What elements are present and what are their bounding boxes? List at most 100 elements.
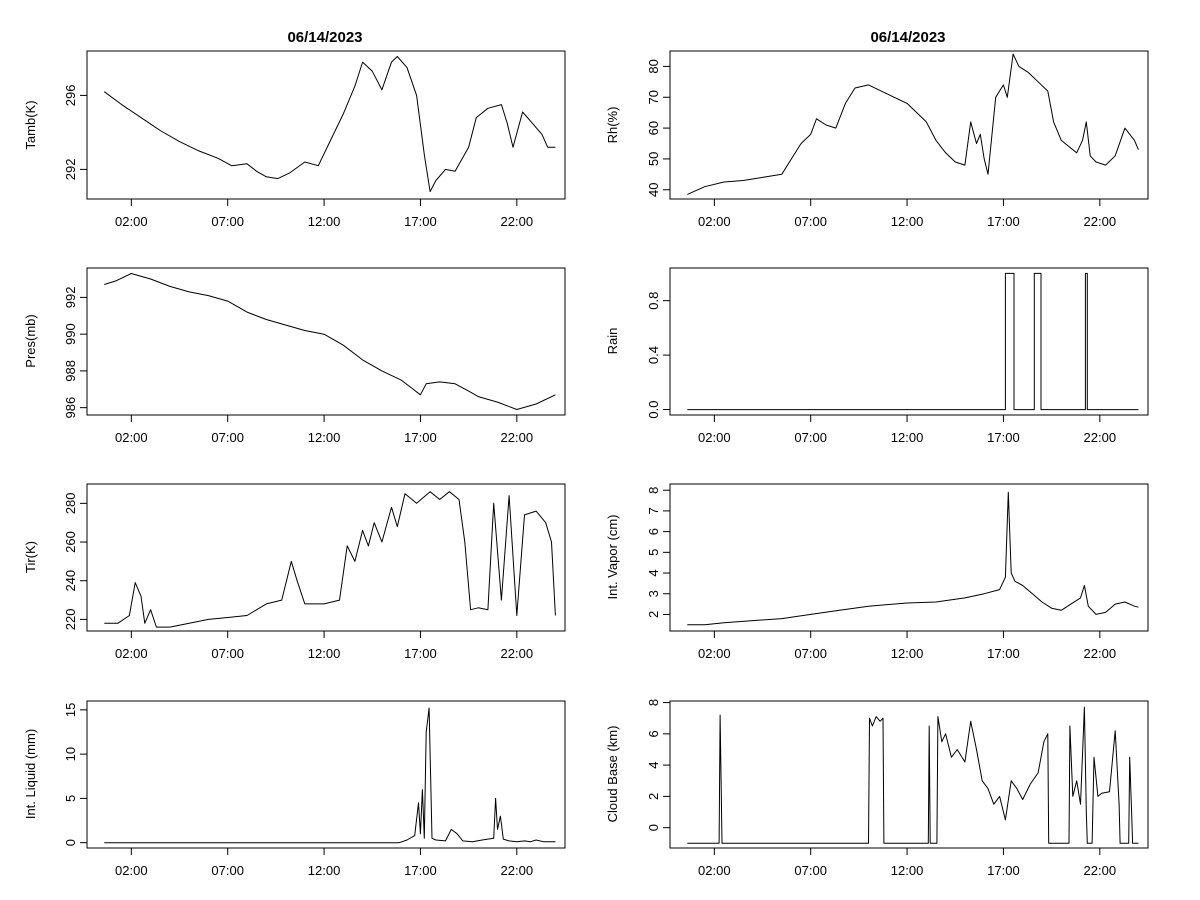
rh-y-tick-label: 50 <box>646 152 661 166</box>
liquid-plot-frame <box>86 700 566 849</box>
tamb-series-line <box>104 56 556 193</box>
panel-rain-ylabel: Rain <box>605 328 620 355</box>
vapor-y-tick-label: 4 <box>646 569 661 576</box>
panel-tamb: Tamb(K) 02:00 07:00 12:00 17:00 22:00 292 296 <box>23 50 566 229</box>
pres-x-tick-label: 22:00 <box>501 430 534 445</box>
cloud-x-tick-label: 02:00 <box>698 863 731 878</box>
panel-vapor: Int. Vapor (cm) 02:00 07:00 12:00 17:00 22:0… <box>605 483 1149 661</box>
rh-plot-frame <box>669 50 1149 200</box>
pres-x-tick-label: 07:00 <box>211 430 244 445</box>
tir-y-tick-label: 280 <box>63 492 78 514</box>
vapor-y-tick-label: 2 <box>646 611 661 618</box>
liquid-y-tick-label: 10 <box>63 747 78 761</box>
tamb-x-tick-label: 02:00 <box>115 214 148 229</box>
tir-y-tick-label: 240 <box>63 570 78 592</box>
vapor-y-tick-label: 8 <box>646 487 661 494</box>
liquid-x-tick-label: 07:00 <box>211 863 244 878</box>
liquid-x-tick-label: 12:00 <box>308 863 341 878</box>
panel-cloud: Cloud Base (km) 02:00 07:00 12:00 17:00 22:0… <box>605 699 1149 878</box>
vapor-x-tick-label: 17:00 <box>987 646 1020 661</box>
tir-y-tick-label: 260 <box>63 531 78 553</box>
pres-plot-frame <box>86 267 566 416</box>
vapor-series-line <box>687 491 1139 626</box>
panel-liquid: Int. Liquid (mm) 02:00 07:00 12:00 17:00 22:… <box>23 700 566 878</box>
cloud-x-tick-label: 07:00 <box>794 863 827 878</box>
rain-series-line <box>687 272 1139 411</box>
tir-series-line <box>104 491 556 628</box>
rain-y-tick-label: 0.0 <box>646 401 661 419</box>
tir-x-tick-label: 22:00 <box>501 646 534 661</box>
cloud-y-tick-label: 6 <box>646 730 661 737</box>
tamb-y-tick-label: 296 <box>63 85 78 107</box>
liquid-x-tick-label: 17:00 <box>404 863 437 878</box>
cloud-y-tick-label: 2 <box>646 793 661 800</box>
liquid-y-tick-label: 5 <box>63 795 78 802</box>
cloud-y-tick-label: 0 <box>646 824 661 831</box>
panel-tir-ylabel: Tir(K) <box>23 541 38 573</box>
panel-rh-ylabel: Rh(%) <box>605 107 620 144</box>
panel-pres-ylabel: Pres(mb) <box>23 314 38 367</box>
vapor-x-tick-label: 22:00 <box>1084 646 1117 661</box>
vapor-y-tick-label: 7 <box>646 507 661 514</box>
tir-plot-frame <box>86 483 566 632</box>
vapor-x-tick-label: 07:00 <box>794 646 827 661</box>
vapor-y-tick-label: 5 <box>646 549 661 556</box>
tamb-x-tick-label: 12:00 <box>308 214 341 229</box>
cloud-x-tick-label: 17:00 <box>987 863 1020 878</box>
liquid-x-tick-label: 22:00 <box>501 863 534 878</box>
cloud-x-tick-label: 12:00 <box>891 863 924 878</box>
tir-y-tick-label: 220 <box>63 609 78 631</box>
panel-rain: Rain 02:00 07:00 12:00 17:00 22:00 0.0 0.4 0.8 <box>605 267 1149 445</box>
rain-x-tick-label: 12:00 <box>891 430 924 445</box>
panel-tir: Tir(K) 02:00 07:00 12:00 17:00 22:00 220 240 26… <box>23 483 566 661</box>
panel-vapor-ylabel: Int. Vapor (cm) <box>605 514 620 599</box>
vapor-x-tick-label: 12:00 <box>891 646 924 661</box>
pres-y-tick-label: 992 <box>63 287 78 309</box>
pres-y-tick-label: 986 <box>63 397 78 419</box>
tamb-plot-frame <box>86 50 566 200</box>
liquid-series-line <box>104 707 556 844</box>
liquid-y-tick-label: 15 <box>63 703 78 717</box>
pres-x-tick-label: 17:00 <box>404 430 437 445</box>
pres-x-tick-label: 02:00 <box>115 430 148 445</box>
tir-x-tick-label: 07:00 <box>211 646 244 661</box>
panel-tamb-ylabel: Tamb(K) <box>23 100 38 149</box>
tir-x-tick-label: 12:00 <box>308 646 341 661</box>
tamb-y-tick-label: 292 <box>63 159 78 181</box>
panel-liquid-ylabel: Int. Liquid (mm) <box>23 729 38 819</box>
rain-y-tick-label: 0.8 <box>646 292 661 310</box>
rh-y-tick-label: 70 <box>646 90 661 104</box>
rh-y-tick-label: 80 <box>646 59 661 73</box>
rain-x-tick-label: 17:00 <box>987 430 1020 445</box>
cloud-y-tick-label: 4 <box>646 761 661 768</box>
tir-x-tick-label: 17:00 <box>404 646 437 661</box>
rain-x-tick-label: 22:00 <box>1084 430 1117 445</box>
pres-y-tick-label: 988 <box>63 360 78 382</box>
rh-x-tick-label: 22:00 <box>1084 214 1117 229</box>
tamb-x-tick-label: 22:00 <box>501 214 534 229</box>
pres-y-tick-label: 990 <box>63 323 78 345</box>
left-column-title: 06/14/2023 <box>287 29 362 46</box>
right-column-title: 06/14/2023 <box>870 29 945 46</box>
tir-x-tick-label: 02:00 <box>115 646 148 661</box>
tamb-x-tick-label: 07:00 <box>211 214 244 229</box>
panel-pres: Pres(mb) 02:00 07:00 12:00 17:00 22:00 986 988… <box>23 267 566 445</box>
rh-x-tick-label: 02:00 <box>698 214 731 229</box>
cloud-y-tick-label: 8 <box>646 699 661 706</box>
vapor-plot-frame <box>669 483 1149 632</box>
cloud-x-tick-label: 22:00 <box>1084 863 1117 878</box>
liquid-y-tick-label: 0 <box>63 839 78 846</box>
rh-y-tick-label: 40 <box>646 183 661 197</box>
rain-y-tick-label: 0.4 <box>646 346 661 364</box>
liquid-x-tick-label: 02:00 <box>115 863 148 878</box>
cloud-series-line <box>687 706 1139 844</box>
rh-series-line <box>687 53 1139 195</box>
rh-y-tick-label: 60 <box>646 121 661 135</box>
panel-cloud-ylabel: Cloud Base (km) <box>605 726 620 823</box>
panel-rh: Rh(%) 02:00 07:00 12:00 17:00 22:00 40 50 60 70 8… <box>605 50 1149 229</box>
cloud-plot-frame <box>669 700 1149 849</box>
rh-x-tick-label: 12:00 <box>891 214 924 229</box>
pres-x-tick-label: 12:00 <box>308 430 341 445</box>
vapor-y-tick-label: 3 <box>646 590 661 597</box>
